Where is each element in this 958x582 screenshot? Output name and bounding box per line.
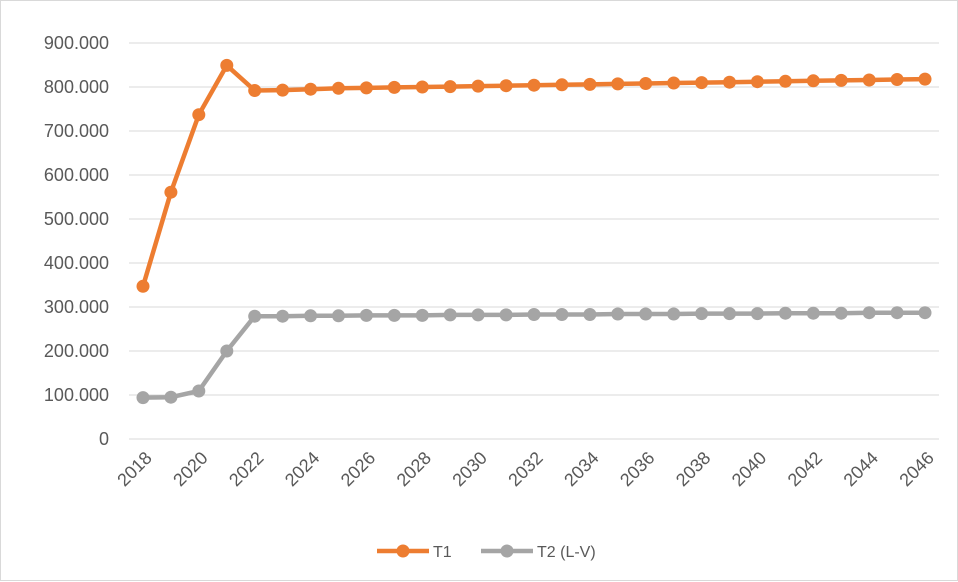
data-point bbox=[220, 344, 234, 358]
data-point bbox=[415, 308, 429, 322]
data-point bbox=[695, 307, 709, 321]
x-tick-label: 2026 bbox=[337, 448, 379, 490]
data-point bbox=[276, 309, 290, 323]
x-tick-label: 2038 bbox=[672, 448, 714, 490]
series-line-2 bbox=[140, 310, 928, 400]
legend-label: T2 (L-V) bbox=[537, 544, 596, 561]
data-point bbox=[750, 307, 764, 321]
data-point bbox=[443, 308, 457, 322]
x-tick-label: 2022 bbox=[225, 448, 267, 490]
data-point bbox=[359, 81, 373, 95]
x-tick-label: 2044 bbox=[840, 448, 882, 490]
data-point bbox=[778, 306, 792, 320]
data-point bbox=[443, 80, 457, 94]
data-point bbox=[387, 80, 401, 94]
x-tick-label: 2028 bbox=[393, 448, 435, 490]
data-point bbox=[276, 83, 290, 97]
data-point bbox=[778, 74, 792, 88]
data-point bbox=[750, 75, 764, 89]
data-point bbox=[667, 307, 681, 321]
data-point bbox=[164, 185, 178, 199]
y-tick-label: 900.000 bbox=[44, 33, 109, 53]
data-point bbox=[639, 307, 653, 321]
y-tick-label: 100.000 bbox=[44, 385, 109, 405]
data-point bbox=[695, 76, 709, 90]
data-point bbox=[499, 79, 513, 93]
data-point bbox=[890, 73, 904, 86]
y-tick-label: 0 bbox=[99, 429, 109, 449]
data-point bbox=[555, 308, 569, 321]
data-point bbox=[611, 77, 625, 91]
data-point bbox=[248, 309, 262, 323]
legend-marker bbox=[396, 544, 410, 558]
x-tick-label: 2034 bbox=[560, 448, 602, 490]
data-point bbox=[387, 308, 401, 322]
x-tick-label: 2018 bbox=[113, 448, 155, 490]
data-point bbox=[359, 308, 373, 322]
data-point bbox=[415, 80, 429, 94]
data-point bbox=[723, 307, 736, 321]
data-point bbox=[862, 73, 876, 87]
data-point bbox=[639, 77, 653, 90]
data-point bbox=[583, 308, 597, 321]
x-tick-label: 2020 bbox=[169, 448, 211, 490]
data-point bbox=[918, 306, 932, 320]
data-point bbox=[527, 78, 541, 92]
data-point bbox=[304, 82, 318, 96]
y-tick-label: 700.000 bbox=[44, 121, 109, 141]
data-point bbox=[890, 306, 904, 320]
y-tick-label: 800.000 bbox=[44, 77, 109, 97]
data-point bbox=[192, 108, 206, 122]
y-tick-label: 600.000 bbox=[44, 165, 109, 185]
x-tick-label: 2024 bbox=[281, 448, 323, 490]
legend-marker bbox=[500, 544, 514, 558]
data-point bbox=[164, 390, 178, 404]
data-point bbox=[918, 72, 932, 86]
data-point bbox=[304, 309, 318, 323]
data-point bbox=[834, 73, 848, 87]
x-tick-label: 2032 bbox=[504, 448, 546, 490]
legend-label: T1 bbox=[433, 544, 452, 561]
data-point bbox=[248, 84, 262, 97]
data-point bbox=[806, 306, 820, 320]
data-point bbox=[499, 308, 513, 322]
y-tick-label: 200.000 bbox=[44, 341, 109, 361]
y-tick-label: 300.000 bbox=[44, 297, 109, 317]
x-tick-label: 2042 bbox=[784, 448, 826, 490]
data-point bbox=[667, 76, 681, 90]
data-point bbox=[192, 384, 206, 398]
x-tick-label: 2036 bbox=[616, 448, 658, 490]
y-tick-label: 400.000 bbox=[44, 253, 109, 273]
data-point bbox=[583, 77, 597, 91]
data-point bbox=[723, 75, 736, 89]
x-tick-label: 2040 bbox=[728, 448, 770, 490]
data-point bbox=[834, 306, 848, 320]
series-line-1 bbox=[140, 63, 928, 289]
data-point bbox=[332, 309, 345, 323]
data-point bbox=[471, 308, 485, 322]
data-point bbox=[611, 307, 625, 321]
data-point bbox=[806, 74, 820, 88]
data-point bbox=[555, 78, 569, 92]
data-point bbox=[862, 306, 876, 320]
y-tick-label: 500.000 bbox=[44, 209, 109, 229]
x-tick-label: 2030 bbox=[449, 448, 491, 490]
data-point bbox=[136, 279, 150, 293]
x-tick-label: 2046 bbox=[895, 448, 937, 490]
data-point bbox=[220, 58, 234, 72]
data-point bbox=[136, 391, 150, 405]
data-point bbox=[471, 79, 485, 93]
data-point bbox=[527, 308, 541, 321]
data-point bbox=[332, 81, 345, 95]
